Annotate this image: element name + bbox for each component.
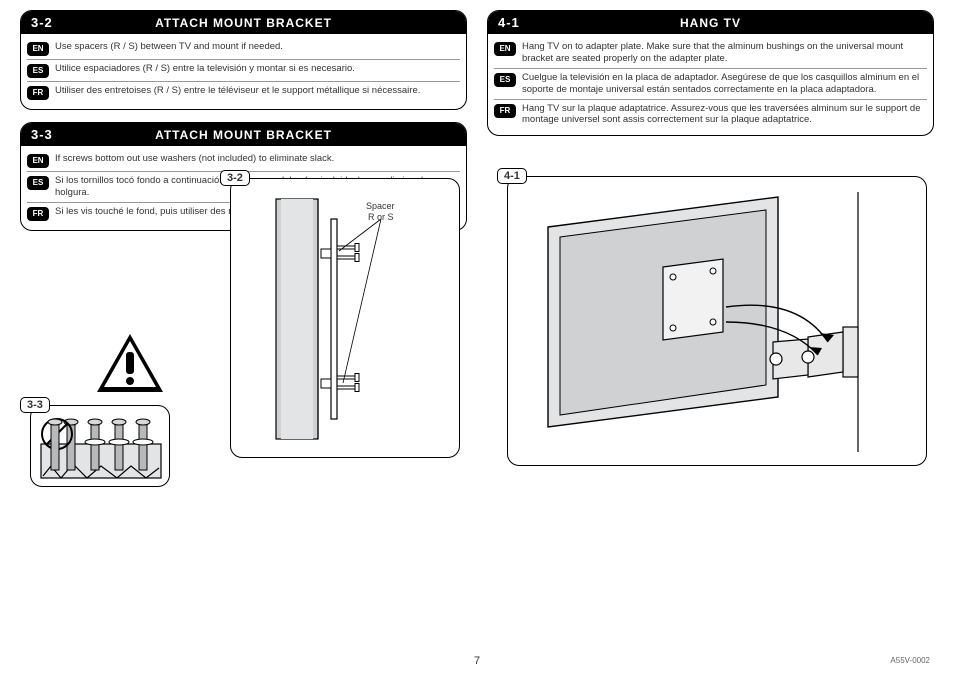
- diagram-3-3-washers: [31, 406, 171, 488]
- right-column: 4-1 HANG TV EN Hang TV on to adapter pla…: [487, 10, 934, 243]
- lang-badge-fr: FR: [494, 104, 516, 118]
- lang-badge-en: EN: [494, 42, 516, 56]
- panel-header: 4-1 HANG TV: [488, 11, 933, 34]
- warning-icon: [95, 332, 165, 394]
- panel-body: EN Use spacers (R / S) between TV and mo…: [21, 34, 466, 109]
- lang-row: FR Hang TV sur la plaque adaptatrice. As…: [494, 100, 927, 130]
- lang-text: Use spacers (R / S) between TV and mount…: [55, 41, 460, 53]
- lang-row: EN If screws bottom out use washers (not…: [27, 150, 460, 172]
- lang-badge-fr: FR: [27, 207, 49, 221]
- figure-label-3-3: 3-3: [20, 397, 50, 413]
- lang-badge-en: EN: [27, 42, 49, 56]
- step-number: 3-2: [31, 15, 101, 30]
- panel-body: EN Hang TV on to adapter plate. Make sur…: [488, 34, 933, 135]
- document-id: A55V-0002: [890, 656, 930, 665]
- step-title: HANG TV: [568, 16, 923, 30]
- page-number: 7: [474, 655, 480, 667]
- page: 3-2 ATTACH MOUNT BRACKET EN Use spacers …: [0, 0, 954, 243]
- diagram-4-1-hang-tv: [508, 177, 928, 467]
- step-title: ATTACH MOUNT BRACKET: [101, 16, 456, 30]
- lang-row: EN Use spacers (R / S) between TV and mo…: [27, 38, 460, 60]
- figure-box-3-2: Spacer R or S: [230, 178, 460, 458]
- lang-text: Utilice espaciadores (R / S) entre la te…: [55, 63, 460, 75]
- diagram-3-2-side-view: Spacer R or S: [231, 179, 461, 459]
- left-column: 3-2 ATTACH MOUNT BRACKET EN Use spacers …: [20, 10, 467, 243]
- panel-header: 3-3 ATTACH MOUNT BRACKET: [21, 123, 466, 146]
- lang-badge-es: ES: [27, 176, 49, 190]
- lang-text: Utiliser des entretoises (R / S) entre l…: [55, 85, 460, 97]
- step-title: ATTACH MOUNT BRACKET: [101, 128, 456, 142]
- lang-badge-es: ES: [27, 64, 49, 78]
- panel-4-1: 4-1 HANG TV EN Hang TV on to adapter pla…: [487, 10, 934, 136]
- lang-row: FR Utiliser des entretoises (R / S) entr…: [27, 82, 460, 103]
- figure-box-3-3: [30, 405, 170, 487]
- lang-row: ES Utilice espaciadores (R / S) entre la…: [27, 60, 460, 82]
- lang-text: Hang TV on to adapter plate. Make sure t…: [522, 41, 927, 65]
- lang-badge-en: EN: [27, 154, 49, 168]
- panel-3-2: 3-2 ATTACH MOUNT BRACKET EN Use spacers …: [20, 10, 467, 110]
- figure-label-4-1: 4-1: [497, 168, 527, 184]
- callout-r-or-s: R or S: [368, 212, 394, 222]
- step-number: 4-1: [498, 15, 568, 30]
- lang-badge-es: ES: [494, 73, 516, 87]
- lang-text: If screws bottom out use washers (not in…: [55, 153, 460, 165]
- lang-row: ES Cuelgue la televisión en la placa de …: [494, 69, 927, 100]
- lang-text: Cuelgue la televisión en la placa de ada…: [522, 72, 927, 96]
- figure-box-4-1: [507, 176, 927, 466]
- callout-spacer: Spacer: [366, 201, 395, 211]
- lang-row: EN Hang TV on to adapter plate. Make sur…: [494, 38, 927, 69]
- lang-text: Hang TV sur la plaque adaptatrice. Assur…: [522, 103, 927, 127]
- step-number: 3-3: [31, 127, 101, 142]
- lang-badge-fr: FR: [27, 86, 49, 100]
- figure-area-right: 4-1: [487, 148, 934, 243]
- panel-header: 3-2 ATTACH MOUNT BRACKET: [21, 11, 466, 34]
- figure-label-3-2: 3-2: [220, 170, 250, 186]
